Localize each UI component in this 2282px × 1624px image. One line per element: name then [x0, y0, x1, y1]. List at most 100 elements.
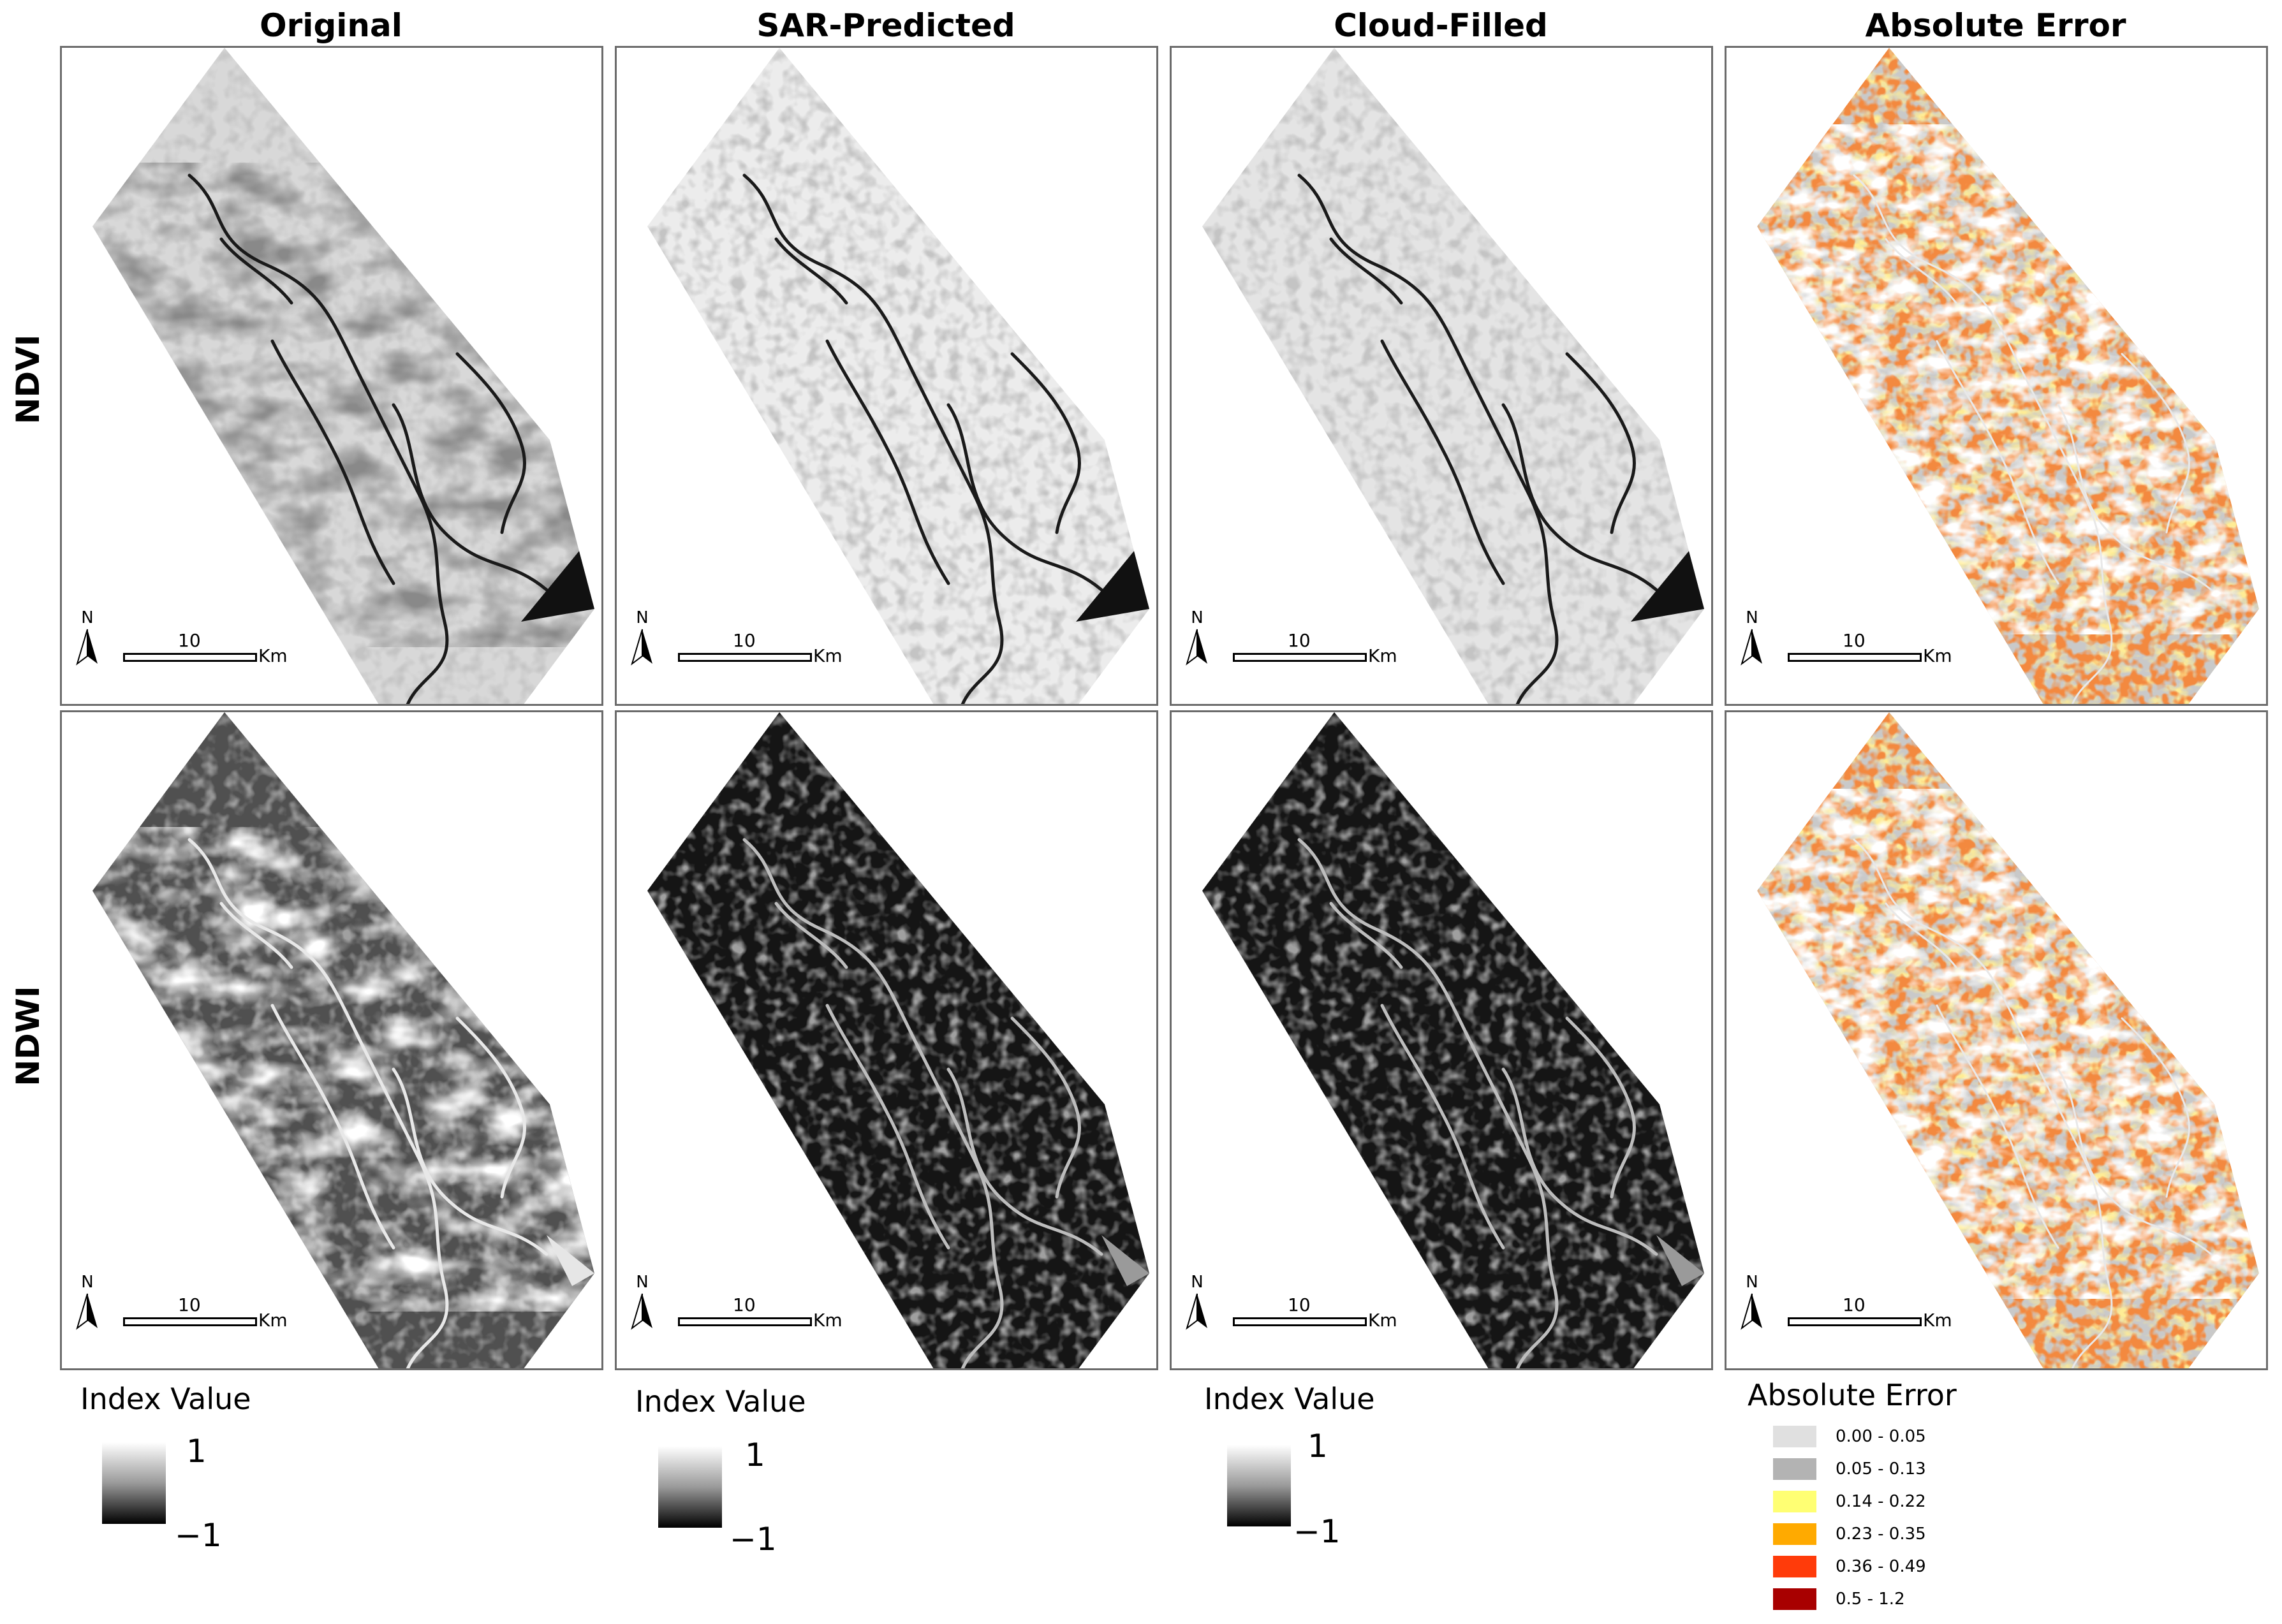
map-image-ndwi-cloud-filled: [1202, 712, 1704, 1368]
north-arrow-icon: N: [1183, 1273, 1211, 1331]
scale-bar-value: 10: [1843, 630, 1866, 651]
map-image-ndvi-cloud-filled: [1202, 48, 1704, 704]
scale-bar-rule: [678, 1317, 812, 1326]
north-label: N: [81, 1273, 94, 1292]
north-label: N: [636, 608, 649, 627]
north-label: N: [81, 608, 94, 627]
north-label: N: [636, 1273, 649, 1292]
scale-bar-unit: Km: [258, 645, 288, 666]
scale-bar-value: 10: [178, 1294, 201, 1315]
index-low-label-3: −1: [1293, 1513, 1341, 1550]
index-legend-title-3: Index Value: [1204, 1382, 1375, 1416]
scale-bar-rule: [678, 653, 812, 662]
map-panel-ndwi-sar-predicted: N 10 Km: [615, 710, 1158, 1370]
index-high-label-2: 1: [745, 1437, 765, 1474]
map-image-ndvi-sar-predicted: [647, 48, 1149, 704]
map-panel-ndwi-absolute-error: N 10 Km: [1725, 710, 2268, 1370]
scale-bar: 10 Km: [123, 631, 327, 669]
error-legend: 0.00 - 0.05 0.05 - 0.13 0.14 - 0.22 0.23 - …: [1773, 1426, 2028, 1617]
scale-bar-rule: [1233, 1317, 1367, 1326]
scale-bar-value: 10: [1843, 1294, 1866, 1315]
error-legend-item: 0.36 - 0.49: [1773, 1556, 2003, 1577]
index-low-label-1: −1: [175, 1517, 222, 1554]
column-title-original: Original: [260, 7, 402, 44]
scale-bar: 10 Km: [1233, 631, 1437, 669]
map-image-ndwi-absolute-error: [1757, 712, 2259, 1368]
north-label: N: [1746, 1273, 1758, 1292]
column-title-cloud-filled: Cloud-Filled: [1334, 7, 1548, 44]
scale-bar-rule: [123, 653, 257, 662]
scale-bar-value: 10: [1288, 1294, 1311, 1315]
error-legend-item: 0.5 - 1.2: [1773, 1588, 2003, 1610]
map-image-ndvi-original: [92, 48, 594, 704]
scale-bar-value: 10: [733, 1294, 756, 1315]
north-arrow-icon: N: [1738, 1273, 1766, 1331]
map-panel-ndvi-cloud-filled: N 10 Km: [1170, 46, 1713, 706]
map-image-ndwi-sar-predicted: [647, 712, 1149, 1368]
row-title-ndwi: NDWI: [10, 986, 47, 1086]
scale-bar-unit: Km: [813, 1310, 843, 1331]
map-panel-ndvi-sar-predicted: N 10 Km: [615, 46, 1158, 706]
scale-bar-unit: Km: [1923, 645, 1952, 666]
error-legend-item: 0.14 - 0.22: [1773, 1491, 2003, 1512]
map-image-ndvi-absolute-error: [1757, 48, 2259, 704]
map-panel-ndwi-cloud-filled: N 10 Km: [1170, 710, 1713, 1370]
scale-bar: 10 Km: [678, 1296, 882, 1334]
map-panel-ndvi-absolute-error: N 10 Km: [1725, 46, 2268, 706]
map-image-ndwi-original: [92, 712, 594, 1368]
scale-bar-unit: Km: [1923, 1310, 1952, 1331]
scale-bar-value: 10: [178, 630, 201, 651]
scale-bar-unit: Km: [1368, 1310, 1397, 1331]
map-panel-ndwi-original: N 10 Km: [60, 710, 603, 1370]
index-gradient-1: [102, 1442, 166, 1524]
column-title-absolute-error: Absolute Error: [1865, 7, 2126, 44]
scale-bar-unit: Km: [813, 645, 843, 666]
error-legend-swatch: [1773, 1588, 1816, 1610]
error-legend-title: Absolute Error: [1748, 1378, 1957, 1412]
index-low-label-2: −1: [730, 1521, 777, 1558]
error-legend-swatch: [1773, 1523, 1816, 1545]
column-title-sar-predicted: SAR-Predicted: [756, 7, 1015, 44]
error-legend-label: 0.05 - 0.13: [1836, 1459, 1926, 1479]
scale-bar-unit: Km: [1368, 645, 1397, 666]
index-legend-title-2: Index Value: [635, 1384, 806, 1419]
scale-bar: 10 Km: [123, 1296, 327, 1334]
error-legend-swatch: [1773, 1556, 1816, 1577]
north-arrow-icon: N: [1738, 609, 1766, 666]
error-legend-swatch: [1773, 1491, 1816, 1512]
scale-bar: 10 Km: [1233, 1296, 1437, 1334]
north-arrow-icon: N: [1183, 609, 1211, 666]
error-legend-swatch: [1773, 1426, 1816, 1447]
error-legend-item: 0.23 - 0.35: [1773, 1523, 2003, 1545]
north-arrow-icon: N: [628, 1273, 656, 1331]
scale-bar-rule: [1788, 653, 1922, 662]
north-arrow-icon: N: [628, 609, 656, 666]
error-legend-label: 0.23 - 0.35: [1836, 1525, 1926, 1544]
row-title-ndvi: NDVI: [10, 334, 47, 425]
error-legend-item: 0.05 - 0.13: [1773, 1458, 2003, 1480]
error-legend-label: 0.36 - 0.49: [1836, 1557, 1926, 1576]
error-legend-label: 0.14 - 0.22: [1836, 1492, 1926, 1511]
north-label: N: [1191, 608, 1204, 627]
index-high-label-3: 1: [1307, 1428, 1328, 1465]
north-label: N: [1746, 608, 1758, 627]
north-label: N: [1191, 1273, 1204, 1292]
north-arrow-icon: N: [73, 609, 101, 666]
scale-bar-value: 10: [733, 630, 756, 651]
scale-bar: 10 Km: [1788, 1296, 1992, 1334]
scale-bar-rule: [1233, 653, 1367, 662]
scale-bar-rule: [123, 1317, 257, 1326]
scale-bar: 10 Km: [1788, 631, 1992, 669]
index-legend-title-1: Index Value: [80, 1382, 251, 1416]
north-arrow-icon: N: [73, 1273, 101, 1331]
index-high-label-1: 1: [186, 1433, 207, 1470]
scale-bar: 10 Km: [678, 631, 882, 669]
error-legend-label: 0.5 - 1.2: [1836, 1590, 1905, 1609]
error-legend-item: 0.00 - 0.05: [1773, 1426, 2003, 1447]
index-gradient-3: [1227, 1445, 1291, 1526]
scale-bar-value: 10: [1288, 630, 1311, 651]
index-gradient-2: [658, 1446, 722, 1528]
scale-bar-unit: Km: [258, 1310, 288, 1331]
map-panel-ndvi-original: N 10 Km: [60, 46, 603, 706]
scale-bar-rule: [1788, 1317, 1922, 1326]
